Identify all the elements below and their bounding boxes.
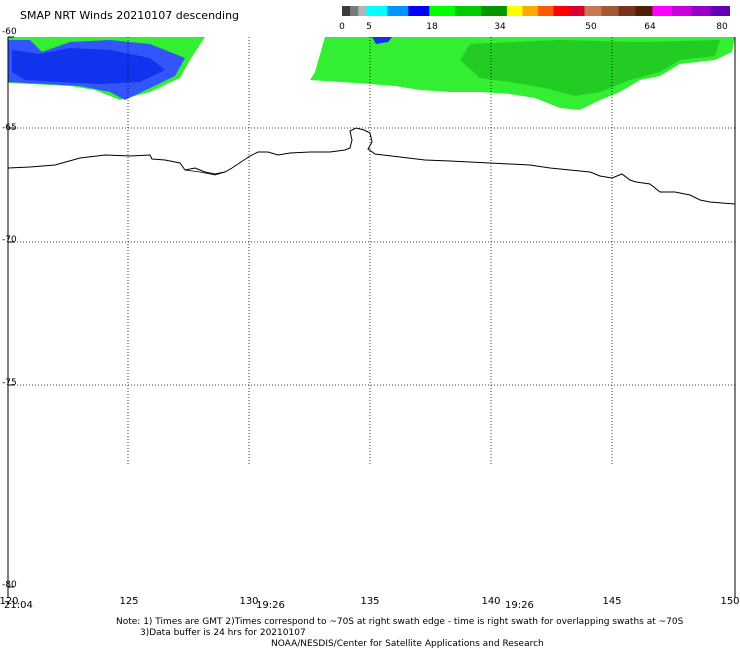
colorbar-label-5: 5 xyxy=(366,22,372,32)
colorbar-cell-4-0 xyxy=(584,6,602,16)
colorbar-cell-5-1 xyxy=(671,6,692,16)
colorbar-cell-4-2 xyxy=(618,6,636,16)
left-swath-blue-core xyxy=(12,48,165,84)
lat-label-75: -75 xyxy=(2,378,17,388)
colorbar-cell-3-3 xyxy=(553,6,570,16)
wind-colorbar xyxy=(342,6,730,16)
colorbar-cell-1-0 xyxy=(366,6,388,16)
colorbar-cell-5-0 xyxy=(652,6,673,16)
lon-label-145: 145 xyxy=(602,596,622,607)
lon-label-120: 120 xyxy=(0,596,19,607)
lat-label-80: -80 xyxy=(2,580,17,590)
lon-label-140: 140 xyxy=(481,596,501,607)
colorbar-cell-3-1 xyxy=(522,6,539,16)
tick-marks xyxy=(8,36,14,588)
swath-time-3: 19:26 xyxy=(505,600,534,611)
lon-label-130: 130 xyxy=(239,596,259,607)
colorbar-label-50: 50 xyxy=(585,22,597,32)
colorbar-cell-4-3 xyxy=(635,6,653,16)
colorbar-label-18: 18 xyxy=(426,22,438,32)
right-swath-blue xyxy=(372,37,392,44)
colorbar-cell-3-2 xyxy=(537,6,554,16)
colorbar-cell-5-3 xyxy=(710,6,730,16)
colorbar-cell-1-1 xyxy=(387,6,409,16)
map-frame xyxy=(7,37,736,598)
colorbar-cell-3-0 xyxy=(506,6,523,16)
coastline-inner xyxy=(184,169,226,176)
right-swath-dark xyxy=(460,40,720,96)
wind-swaths xyxy=(8,37,735,110)
colorbar-cell-2-2 xyxy=(481,6,508,16)
antarctic-coastline xyxy=(7,127,736,205)
colorbar-cell-2-0 xyxy=(429,6,456,16)
colorbar-cell-2-1 xyxy=(455,6,482,16)
lon-label-135: 135 xyxy=(360,596,380,607)
colorbar-cell-3-4 xyxy=(568,6,585,16)
colorbar-cell-4-1 xyxy=(601,6,619,16)
colorbar-cell-5-2 xyxy=(691,6,712,16)
lon-label-150: 150 xyxy=(720,596,740,607)
colorbar-label-64: 64 xyxy=(644,22,656,32)
colorbar-label-34: 34 xyxy=(494,22,506,32)
graticule xyxy=(8,37,735,465)
colorbar-cell-0-2 xyxy=(358,6,367,16)
lat-label-65: -65 xyxy=(2,123,17,133)
colorbar-label-0: 0 xyxy=(339,22,345,32)
note-line-1: Note: 1) Times are GMT 2)Times correspon… xyxy=(116,617,684,627)
colorbar-cell-1-2 xyxy=(408,6,430,16)
swath-time-1: 21:04 xyxy=(4,600,33,611)
colorbar-cell-0-1 xyxy=(350,6,359,16)
lat-label-70: -70 xyxy=(2,235,17,245)
colorbar-cell-0-0 xyxy=(342,6,351,16)
colorbar-label-80: 80 xyxy=(716,22,728,32)
lat-label-60: -60 xyxy=(2,27,17,37)
lon-label-125: 125 xyxy=(119,596,139,607)
note-line-2: 3)Data buffer is 24 hrs for 20210107 xyxy=(140,628,306,638)
swath-time-2: 19:26 xyxy=(256,600,285,611)
map-title: SMAP NRT Winds 20210107 descending xyxy=(20,9,240,22)
note-line-3: NOAA/NESDIS/Center for Satellite Applica… xyxy=(271,639,544,649)
